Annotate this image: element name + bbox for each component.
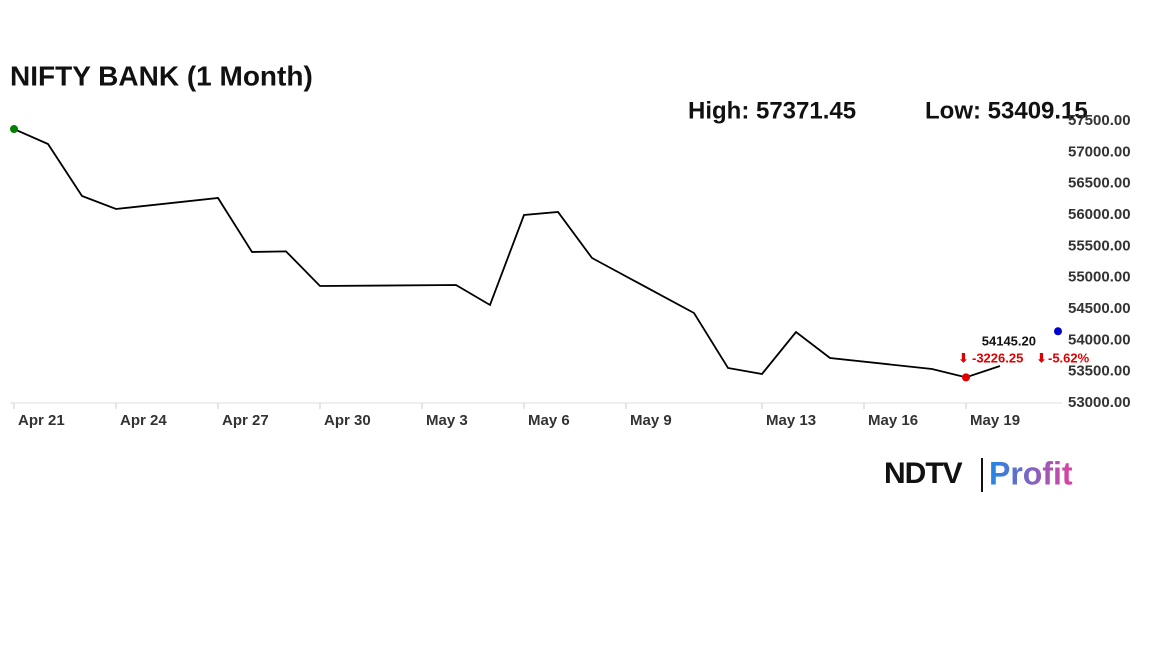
x-tick-label: Apr 27 (222, 412, 269, 429)
logo-product: Profit (989, 455, 1073, 491)
high-label: High: 57371.45 (688, 97, 856, 124)
x-tick-label: May 13 (766, 412, 816, 429)
change-label: -3226.25 (972, 350, 1023, 365)
low-point (962, 373, 970, 382)
x-tick-label: May 19 (970, 412, 1020, 429)
y-tick-label: 53000.00 (1068, 394, 1131, 411)
y-tick-label: 53500.00 (1068, 363, 1131, 380)
y-tick-label: 57000.00 (1068, 143, 1131, 160)
last-point (1054, 327, 1062, 336)
x-tick-label: May 9 (630, 412, 672, 429)
change-pct-label: -5.62% (1048, 350, 1090, 365)
y-tick-label: 54000.00 (1068, 331, 1131, 348)
y-tick-label: 55000.00 (1068, 269, 1131, 286)
x-tick-label: May 6 (528, 412, 570, 429)
last-value-label: 54145.20 (982, 333, 1036, 348)
down-arrow: ⬇ (958, 350, 969, 365)
y-tick-label: 54500.00 (1068, 300, 1131, 317)
y-tick-label: 56500.00 (1068, 175, 1131, 192)
high-point (10, 125, 18, 134)
logo-brand: NDTV (884, 457, 963, 490)
y-tick-label: 56000.00 (1068, 206, 1131, 223)
x-tick-label: May 16 (868, 412, 918, 429)
low-label: Low: 53409.15 (925, 97, 1088, 124)
x-tick-label: Apr 24 (120, 412, 167, 429)
x-tick-label: Apr 30 (324, 412, 371, 429)
price-line (13, 128, 1001, 379)
chart-title: NIFTY BANK (1 Month) (10, 60, 313, 91)
x-tick-label: May 3 (426, 412, 468, 429)
down-arrow: ⬇ (1036, 350, 1047, 365)
y-tick-label: 55500.00 (1068, 237, 1131, 254)
x-tick-label: Apr 21 (18, 412, 65, 429)
y-tick-label: 57500.00 (1068, 112, 1131, 129)
